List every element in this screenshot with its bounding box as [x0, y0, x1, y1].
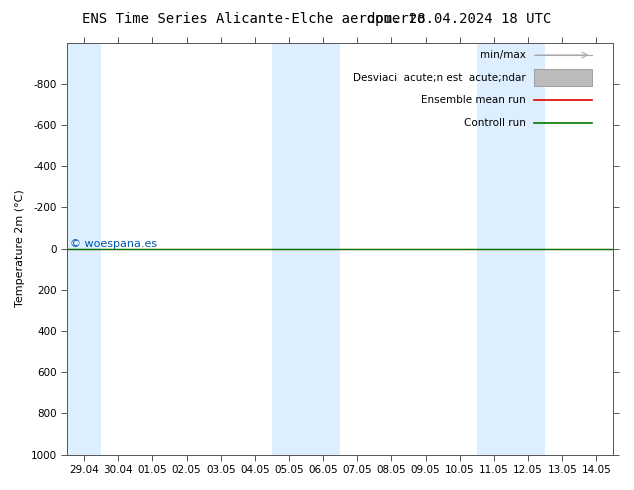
Text: min/max: min/max	[480, 50, 526, 60]
Y-axis label: Temperature 2m (°C): Temperature 2m (°C)	[15, 190, 25, 307]
Text: dom. 28.04.2024 18 UTC: dom. 28.04.2024 18 UTC	[367, 12, 552, 26]
FancyBboxPatch shape	[534, 70, 592, 86]
Bar	[272, 43, 306, 455]
Bar	[306, 43, 340, 455]
Bar	[511, 43, 545, 455]
Text: ENS Time Series Alicante-Elche aeropuerto: ENS Time Series Alicante-Elche aeropuert…	[82, 12, 426, 26]
Text: Desviaci  acute;n est  acute;ndar: Desviaci acute;n est acute;ndar	[353, 73, 526, 83]
Bar	[477, 43, 511, 455]
Text: Controll run: Controll run	[464, 118, 526, 128]
Bar	[67, 43, 101, 455]
Text: Ensemble mean run: Ensemble mean run	[421, 95, 526, 105]
Text: © woespana.es: © woespana.es	[70, 239, 157, 248]
